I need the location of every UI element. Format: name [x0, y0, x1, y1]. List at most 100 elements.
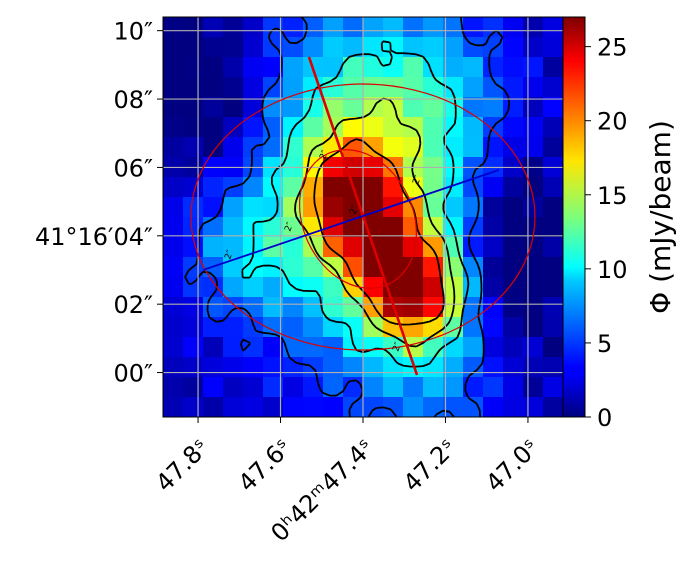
heatmap-cell: [383, 357, 404, 378]
heatmap-cell: [383, 17, 404, 38]
heatmap-cell: [203, 357, 224, 378]
heatmap-cell: [163, 137, 184, 158]
heatmap-cell: [523, 117, 544, 138]
heatmap-cell: [523, 177, 544, 198]
heatmap-cell: [483, 357, 504, 378]
heatmap-cell: [463, 197, 484, 218]
heatmap-cell: [543, 317, 563, 338]
heatmap-cell: [203, 77, 224, 98]
heatmap-cell: [183, 57, 204, 78]
contour-level: [313, 138, 445, 326]
heatmap-cell: [543, 137, 563, 158]
heatmap-cell: [323, 37, 344, 58]
heatmap-cell: [363, 57, 384, 78]
contour-level: [294, 97, 456, 348]
heatmap-cell: [463, 17, 484, 38]
heatmap-cell: [243, 257, 264, 278]
x-tick-label: 47.2ˢ: [398, 433, 462, 497]
heatmap-cell: [223, 297, 244, 318]
heatmap-cell: [503, 137, 524, 158]
heatmap-cell: [343, 357, 364, 378]
heatmap-cell: [483, 237, 504, 258]
heatmap-cell: [363, 277, 384, 298]
colorbar-label: Φ (mJy/beam): [644, 120, 677, 314]
heatmap-cell: [543, 377, 563, 398]
heatmap-cell: [303, 357, 324, 378]
heatmap-cell: [283, 397, 304, 417]
heatmap-cell: [243, 77, 264, 98]
heatmap-cell: [523, 137, 544, 158]
heatmap-cell: [463, 177, 484, 198]
heatmap-cell: [203, 337, 224, 358]
heatmap-cell: [343, 37, 364, 58]
heatmap-cell: [483, 197, 504, 218]
heatmap-cell: [283, 217, 304, 238]
heatmap-cell: [343, 317, 364, 338]
heatmap-cell: [223, 317, 244, 338]
heatmap-cell: [543, 197, 563, 218]
heatmap-cell: [503, 277, 524, 298]
heatmap-cell: [183, 137, 204, 158]
heatmap-cell: [323, 297, 344, 318]
heatmap-cell: [203, 177, 224, 198]
heatmap-cell: [263, 277, 284, 298]
heatmap-cell: [363, 337, 384, 358]
heatmap-cell: [423, 117, 444, 138]
heatmap-cell: [223, 37, 244, 58]
heatmap-cell: [263, 257, 284, 278]
heatmap-cell: [243, 197, 264, 218]
heatmap-cell: [183, 77, 204, 98]
heatmap-cell: [263, 37, 284, 58]
heatmap-cell: [283, 317, 304, 338]
heatmap-cell: [423, 17, 444, 38]
heatmap-cell: [543, 337, 563, 358]
heatmap-cell: [403, 297, 424, 318]
heatmap-cell: [243, 137, 264, 158]
colorbar-tick-label: 25: [597, 34, 628, 62]
heatmap-cell: [483, 137, 504, 158]
heatmap-cell: [443, 97, 464, 118]
heatmap-cell: [343, 337, 364, 358]
heatmap-cell: [523, 237, 544, 258]
heatmap-cell: [463, 57, 484, 78]
heatmap-cell: [223, 397, 244, 417]
heatmap-cell: [203, 57, 224, 78]
heatmap-cell: [163, 297, 184, 318]
heatmap-cell: [163, 237, 184, 258]
inner-ellipse: [298, 149, 418, 289]
heatmap-cell: [243, 117, 264, 138]
x-tick-marks: [197, 417, 529, 423]
heatmap-cell: [323, 237, 344, 258]
heatmap-cell: [263, 237, 284, 258]
heatmap-cell: [483, 217, 504, 238]
heatmap-cell: [503, 397, 524, 417]
heatmap-cell: [163, 177, 184, 198]
heatmap-cell: [403, 397, 424, 417]
heatmap-cell: [163, 97, 184, 118]
heatmap-cell: [343, 257, 364, 278]
heatmap-cell: [483, 57, 504, 78]
heatmap-cell: [483, 397, 504, 417]
heatmap-cell: [503, 117, 524, 138]
heatmap-cell: [543, 277, 563, 298]
x-tick-label: 47.6ˢ: [233, 433, 297, 497]
heatmap-cell: [303, 137, 324, 158]
heatmap-cell: [263, 77, 284, 98]
heatmap-cell: [183, 197, 204, 218]
heatmap-cell: [503, 57, 524, 78]
heatmap-cell: [423, 137, 444, 158]
heatmap-cell: [523, 277, 544, 298]
heatmap-cell: [543, 97, 563, 118]
heatmap-cell: [503, 177, 524, 198]
heatmap-cell: [483, 37, 504, 58]
heatmap-cell: [403, 317, 424, 338]
heatmap-cell: [523, 17, 544, 38]
x-tick-label: 47.0ˢ: [480, 433, 544, 497]
heatmap-cell: [503, 297, 524, 318]
heatmap-cell: [443, 57, 464, 78]
heatmap-cell: [423, 297, 444, 318]
heatmap-cell: [463, 37, 484, 58]
heatmap-cell: [163, 217, 184, 238]
heatmap-cell: [383, 217, 404, 238]
